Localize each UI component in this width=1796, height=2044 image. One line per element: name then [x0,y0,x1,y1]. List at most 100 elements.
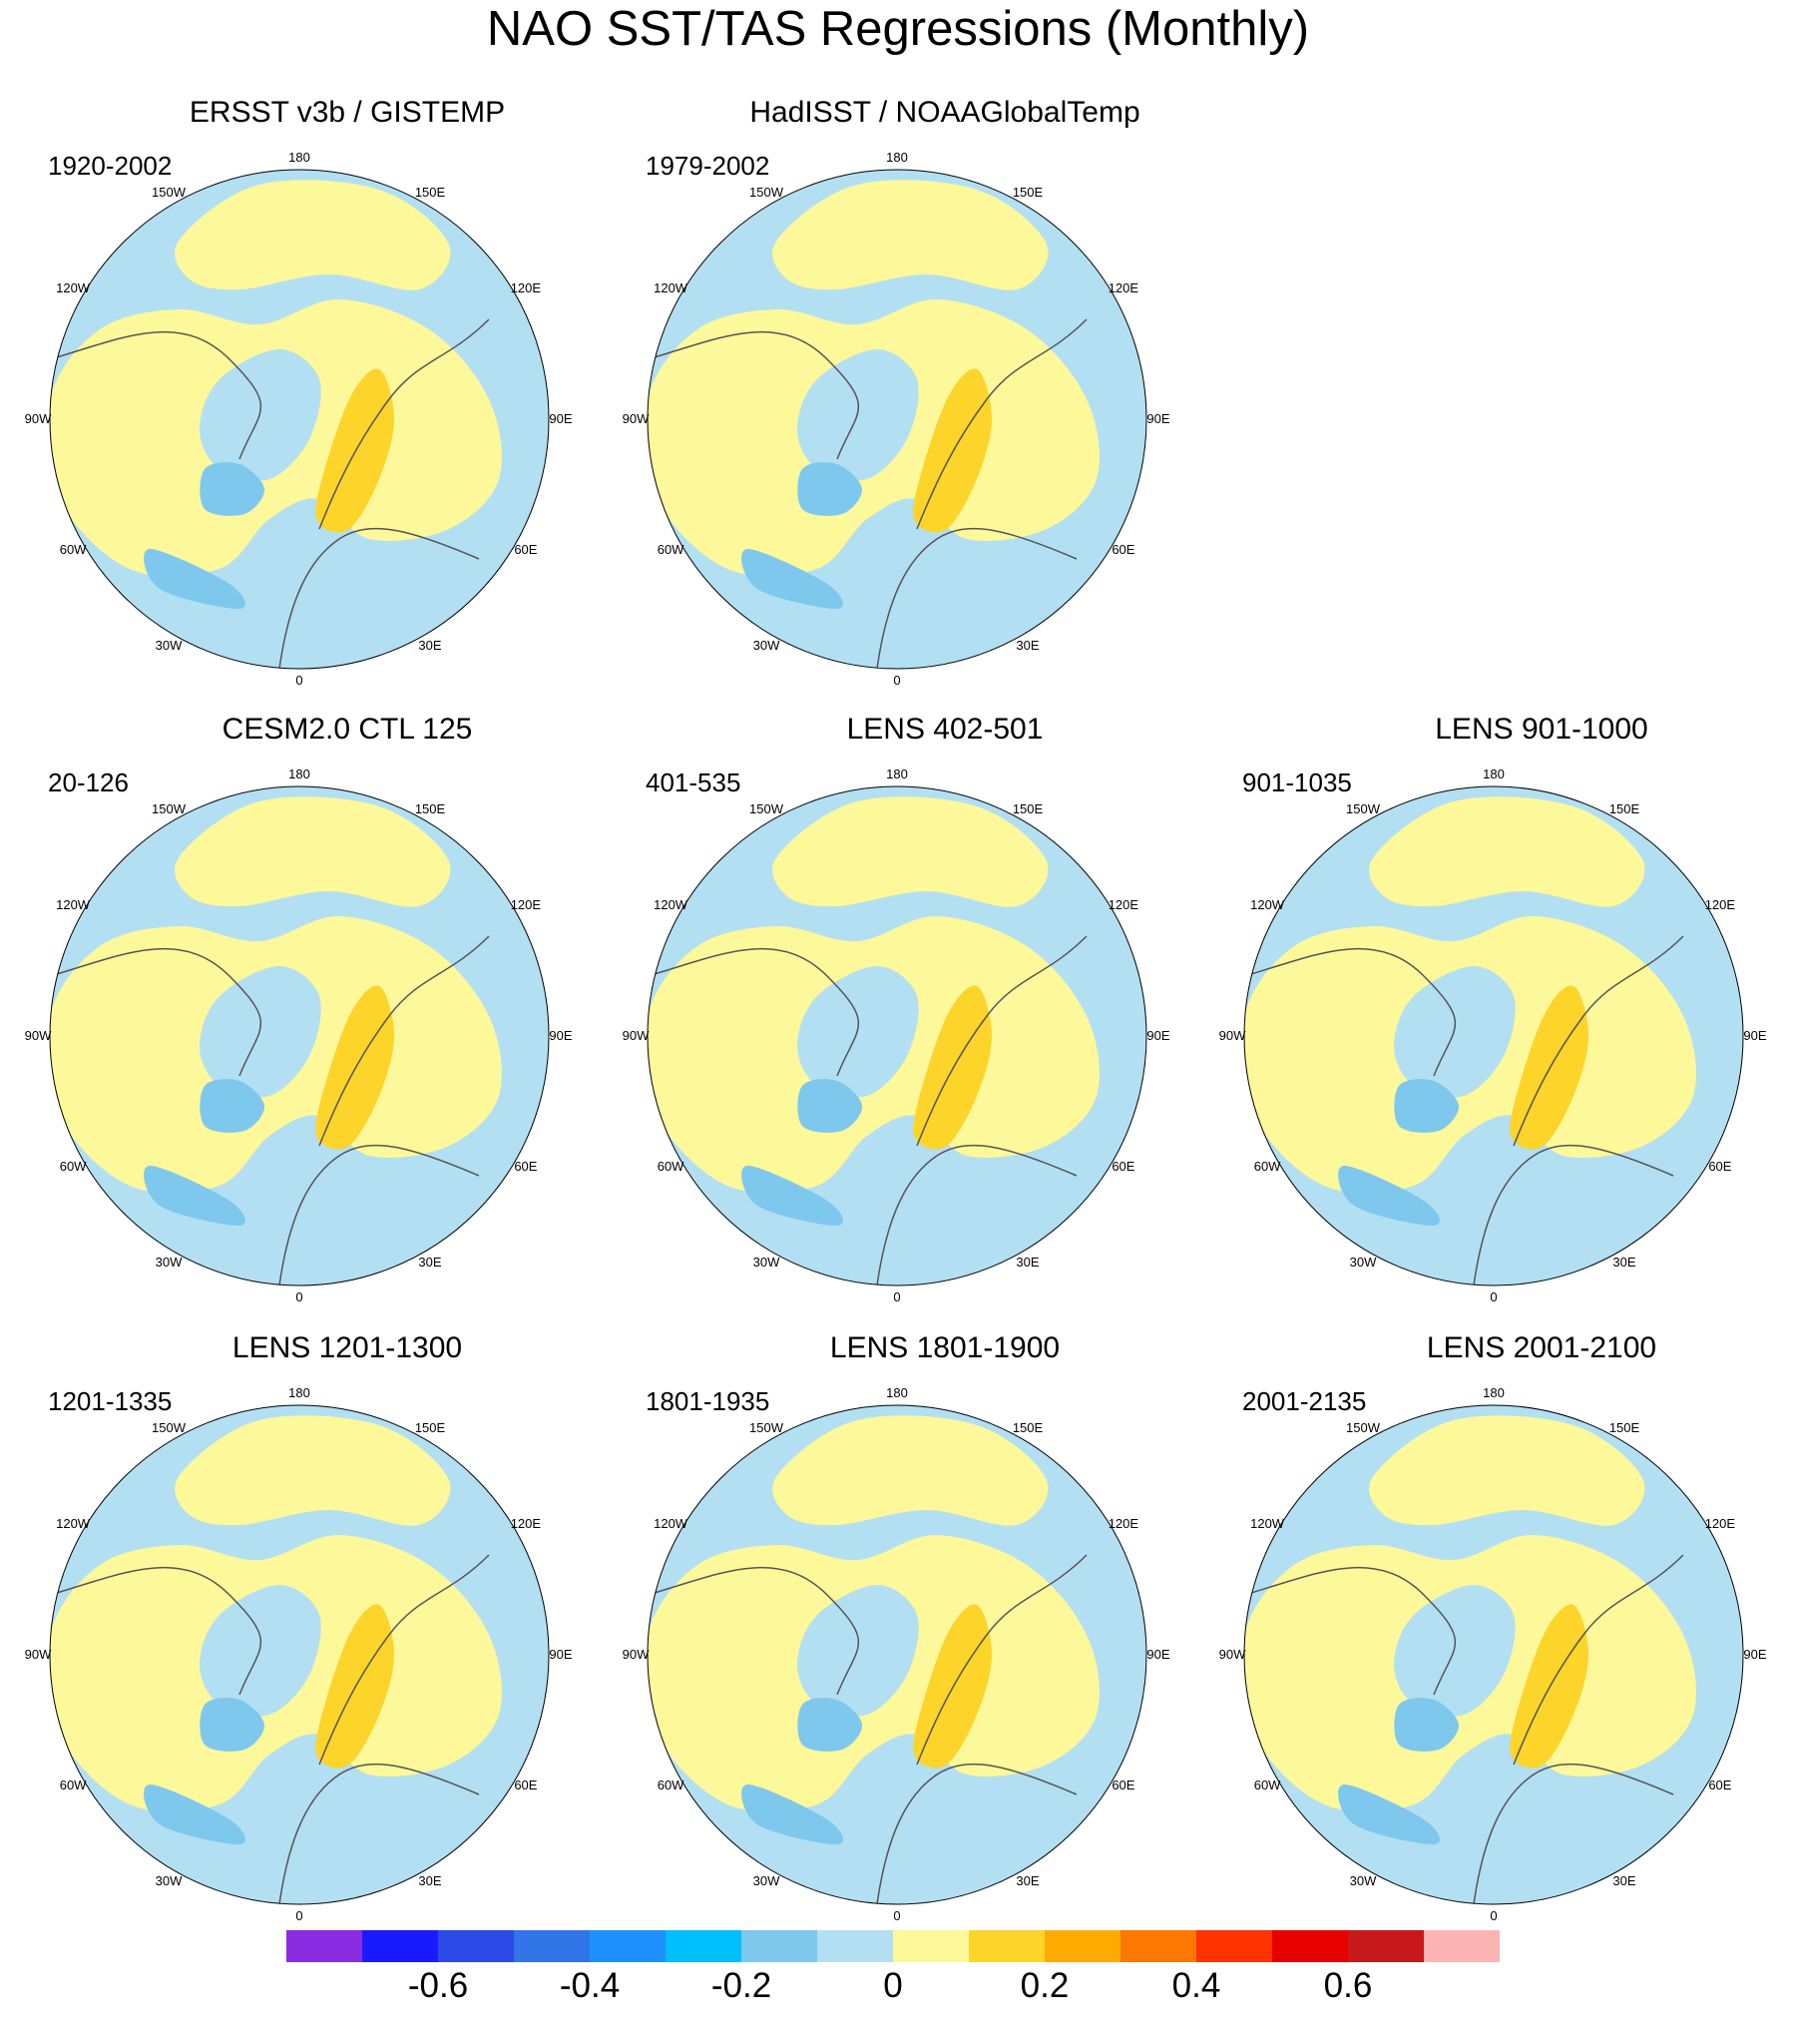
longitude-label: 90W [1219,1028,1246,1043]
map-panel: HadISST / NOAAGlobalTemp 1979-2002 180 150E… [623,95,1244,714]
longitude-label: 150E [1013,1420,1044,1435]
longitude-label: 120E [511,1516,542,1531]
map-panel: LENS 402-501 401-535 180 150E 120E 90E 60E 30E 0… [623,712,1244,1330]
arctic-negative-region [200,349,321,481]
longitude-label: 180 [886,150,908,165]
panel-title: LENS 1201-1300 [231,1331,463,1364]
longitude-label: 60W [60,1778,87,1792]
longitude-label: 90E [1743,1647,1766,1662]
map-panel: LENS 901-1000 901-1035 180 150E 120E 90E 60E 30… [1219,712,1796,1330]
longitude-label: 120W [1250,897,1285,912]
longitude-label: 120W [1250,1516,1285,1531]
north-pacific-positive-region [1369,1415,1645,1526]
figure-title: NAO SST/TAS Regressions (Monthly) [486,2,1310,56]
coastline [50,935,490,1285]
subtropical-atlantic-negative-region [741,1165,843,1227]
panel-period: 1201-1335 [48,1386,173,1416]
labrador-sea-negative-region [797,1698,863,1752]
panel-title: HadISST / NOAAGlobalTemp [749,96,1140,129]
longitude-label: 120E [1705,897,1736,912]
panel-title: LENS 1801-1900 [829,1331,1061,1364]
longitude-label: 30E [1016,1255,1039,1270]
map-boundary [1243,1404,1744,1905]
longitude-label: 120W [56,897,91,912]
longitude-label: 120E [1109,1516,1139,1531]
arctic-negative-region [200,1585,321,1717]
longitude-label: 30W [156,1873,183,1888]
longitude-label: 60W [1254,1159,1281,1174]
longitude-label: 150E [1609,1420,1640,1435]
longitude-label: 150E [1013,801,1044,816]
panel-title: CESM2.0 CTL 125 [222,713,473,746]
longitude-label: 90W [623,1647,650,1662]
longitude-label: 150W [749,801,784,816]
longitude-label: 30E [418,1873,441,1888]
longitude-label: 60W [658,1159,684,1174]
longitude-label: 60E [1112,1159,1134,1174]
longitude-label: 150E [415,1420,446,1435]
map-panel: ERSST v3b / GISTEMP 1920-2002 180 150E 120E 9… [25,95,647,714]
colorbar-tick-label: 0 [883,1966,903,2005]
longitude-label: 120W [654,1516,688,1531]
longitude-label: 60E [1112,1778,1134,1792]
subtropical-atlantic-negative-region [1338,1784,1440,1845]
longitude-label: 60W [60,1159,87,1174]
colorbar-tick-label: 0.4 [1171,1966,1221,2005]
panel-period: 901-1035 [1242,767,1352,797]
longitude-label: 150W [1346,801,1381,816]
polar-map: 180 150E 120E 90E 60E 30E 0 30W 60W 90W 120W 150W [25,766,573,1304]
arctic-negative-region [797,349,919,481]
labrador-sea-negative-region [1394,1698,1460,1752]
panel-period: 20-126 [48,767,129,797]
longitude-label: 30W [753,1873,780,1888]
coastline [648,1554,1088,1904]
longitude-label: 150W [749,185,784,200]
longitude-label: 30E [418,1255,441,1270]
panel-period: 1979-2002 [646,151,770,181]
longitude-label: 120W [56,1516,91,1531]
arctic-negative-region [797,1585,919,1717]
subtropical-atlantic-negative-region [741,548,843,610]
longitude-label: 120E [1109,897,1139,912]
longitude-label: 0 [1490,1289,1497,1304]
longitude-label: 120E [511,897,542,912]
north-pacific-positive-region [772,180,1049,290]
north-pacific-positive-region [1369,796,1645,907]
longitude-label: 60W [658,1778,684,1792]
panel-title: LENS 2001-2100 [1426,1331,1657,1364]
north-pacific-positive-region [175,1415,451,1526]
colorbar-tick-label: 0.2 [1020,1966,1070,2005]
coastline [50,1554,490,1904]
longitude-label: 180 [288,150,310,165]
north-pacific-positive-region [175,796,451,907]
colorbar-tick-label: -0.2 [710,1966,772,2005]
longitude-label: 120E [1109,280,1139,295]
north-pacific-positive-region [175,180,451,290]
longitude-label: 30W [1350,1255,1377,1270]
colorbar-tick-label: -0.6 [407,1966,469,2005]
longitude-label: 180 [886,766,908,781]
longitude-label: 90E [549,1028,572,1043]
labrador-sea-negative-region [200,1079,265,1133]
panel-period: 1801-1935 [646,1386,770,1416]
subtropical-atlantic-negative-region [1338,1165,1440,1227]
longitude-label: 0 [295,1908,302,1923]
polar-map: 180 150E 120E 90E 60E 30E 0 30W 60W 90W 120W 150W [1219,1385,1767,1923]
map-panel: LENS 1201-1300 1201-1335 180 150E 120E 90E 60E… [25,1330,647,1949]
arctic-negative-region [797,966,919,1098]
longitude-label: 0 [1490,1908,1497,1923]
longitude-label: 0 [893,1289,900,1304]
north-pacific-positive-region [772,1415,1049,1526]
labrador-sea-negative-region [797,1079,863,1133]
polar-map: 180 150E 120E 90E 60E 30E 0 30W 60W 90W 120W 150W [25,150,573,688]
longitude-label: 120E [511,280,542,295]
longitude-label: 0 [295,1289,302,1304]
longitude-label: 90E [549,411,572,426]
longitude-label: 180 [886,1385,908,1400]
panel-period: 401-535 [646,767,741,797]
polar-map: 180 150E 120E 90E 60E 30E 0 30W 60W 90W 120W 150W [623,150,1170,688]
labrador-sea-negative-region [797,462,863,516]
longitude-label: 60E [514,1159,537,1174]
subtropical-atlantic-negative-region [144,1165,245,1227]
longitude-label: 30W [753,1255,780,1270]
